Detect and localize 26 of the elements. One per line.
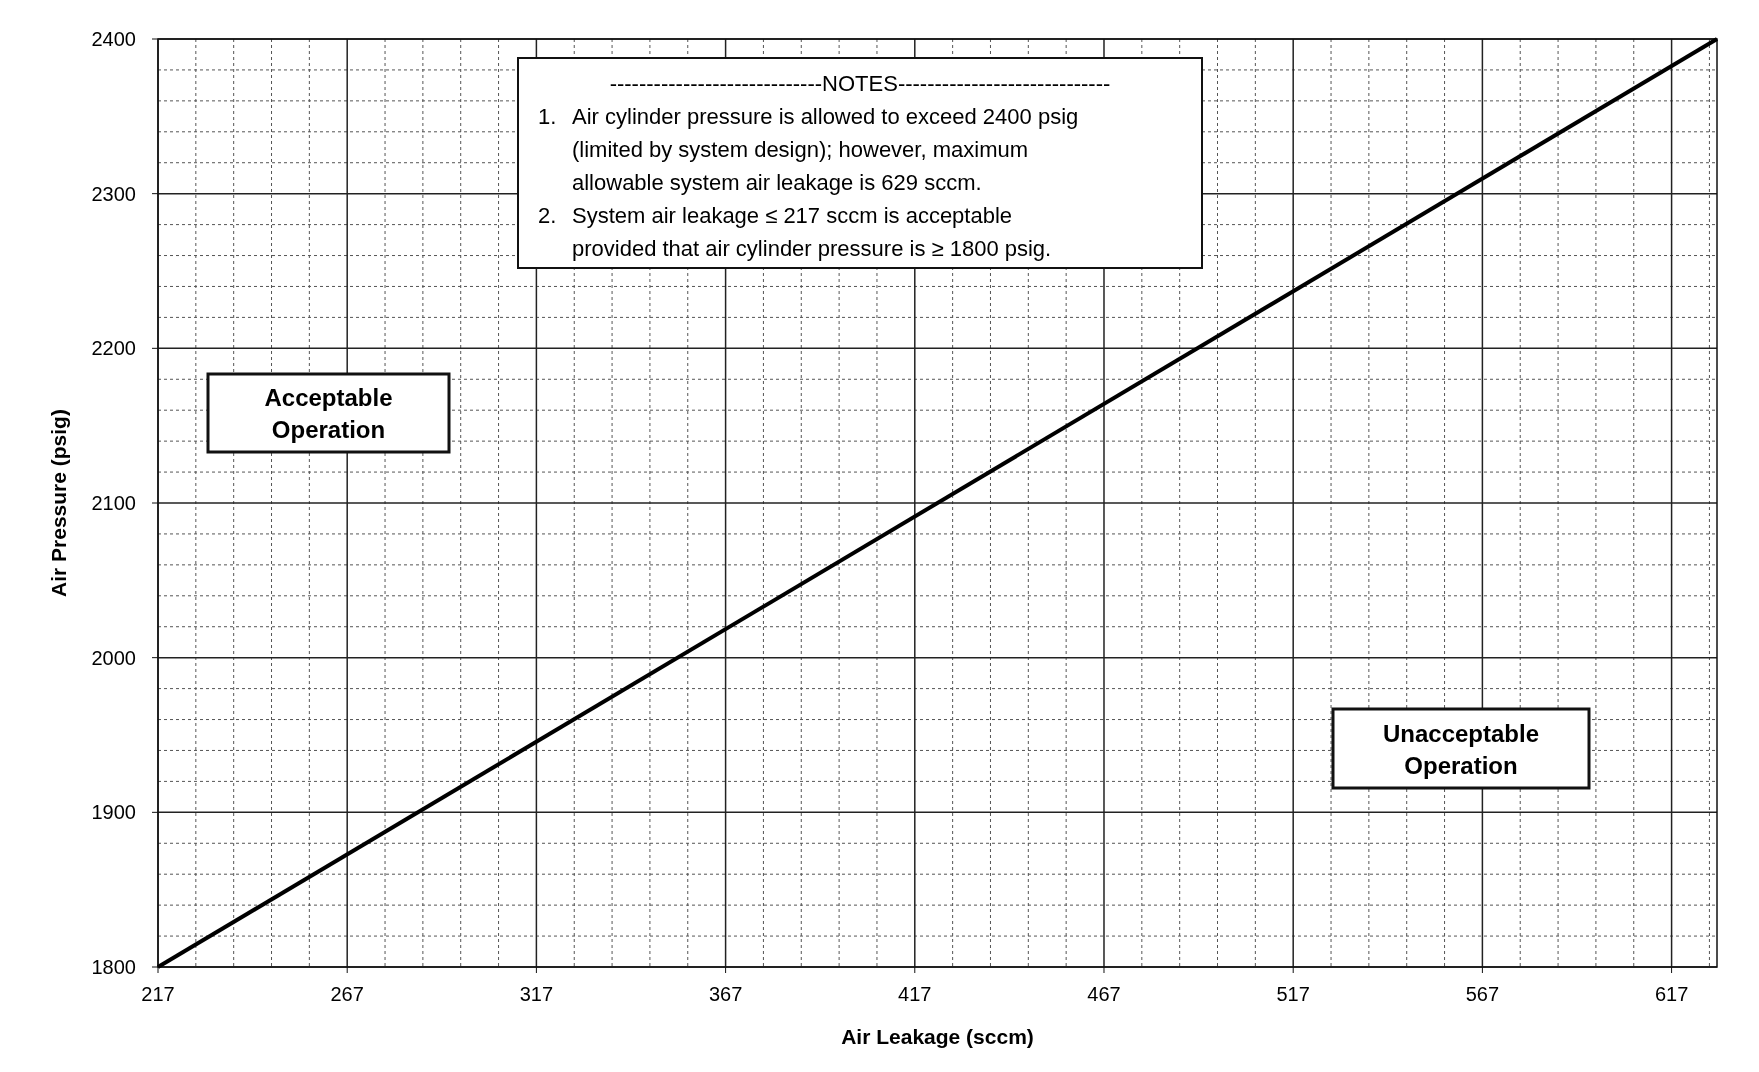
x-tick-label: 417 <box>898 983 932 1005</box>
annotation: Acceptable Operation <box>264 384 393 443</box>
notes-box: -----------------------------NOTES----------------------------- 1. Air cylinder pressure is allowed to exceed 2400 psig (limited by system design); however, maximum allowable system air leakage is 629 sccm. 2. System air leakage ≤ 217 sccm is acceptable provided that air cylinder pressure is ≥ 1800 psig. <box>517 57 1203 269</box>
y-tick-label: 1800 <box>91 956 136 978</box>
y-tick-label: 1900 <box>91 801 136 824</box>
x-tick-label: 267 <box>330 983 364 1005</box>
annotation: Unacceptable Operation <box>1382 719 1540 779</box>
y-tick-label: 2000 <box>91 646 136 669</box>
annotation: 1. Air cylinder pressure is allowed to exceed 2400 psig (limited by system design); however, maximum allowable system air leakage is 629 sccm. <box>538 104 1079 195</box>
label-box: Unacceptable Operation <box>1331 707 1591 790</box>
x-tick-label: 317 <box>519 983 554 1005</box>
x-tick-label: 567 <box>1465 983 1500 1005</box>
x-tick-label: 617 <box>1654 983 1689 1005</box>
x-axis-title: Air Leakage (sccm) <box>841 1025 1034 1048</box>
label-box: Acceptable Operation <box>206 372 451 454</box>
y-axis-title: Air Pressure (psig) <box>47 409 70 597</box>
x-tick-label: 217 <box>141 983 175 1005</box>
annotation: 2. System air leakage ≤ 217 sccm is acceptable provided that air cylinder pressure is ≥ 1800 psig. <box>538 203 1052 261</box>
y-tick-label: 2100 <box>91 492 136 514</box>
y-tick-label: 2200 <box>91 337 136 360</box>
y-tick-label: 2400 <box>91 28 136 50</box>
annotation: -----------------------------NOTES----------------------------- <box>609 71 1111 96</box>
x-tick-label: 367 <box>708 983 743 1005</box>
y-tick-label: 2300 <box>91 182 136 205</box>
x-tick-label: 467 <box>1087 983 1121 1005</box>
x-tick-label: 517 <box>1276 983 1310 1005</box>
